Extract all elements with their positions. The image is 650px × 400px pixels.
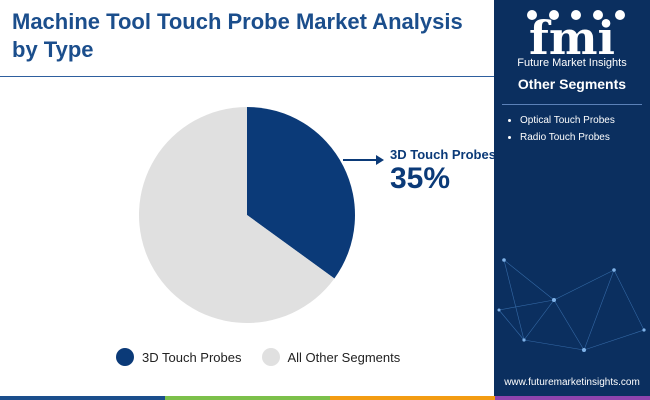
footer-bar-4 xyxy=(495,396,650,400)
network-graphic xyxy=(497,258,646,352)
segments-divider xyxy=(502,104,642,105)
chart-legend: 3D Touch Probes All Other Segments xyxy=(116,348,420,366)
footer-bar-2 xyxy=(165,396,330,400)
other-segments-list: Optical Touch Probes Radio Touch Probes xyxy=(504,112,615,146)
legend-swatch xyxy=(261,348,280,366)
segment-item: Optical Touch Probes xyxy=(520,112,615,129)
other-segments-title: Other Segments xyxy=(517,76,627,92)
footer-bar-1 xyxy=(0,396,165,400)
chart-title: Machine Tool Touch Probe Market Analysis… xyxy=(12,9,463,62)
logo-letters: fmi xyxy=(529,11,615,65)
legend-swatch xyxy=(116,348,134,366)
segment-item: Radio Touch Probes xyxy=(520,129,615,146)
fmi-logo-icon: fmi xyxy=(527,10,625,65)
legend-item-3d-touch-probes: 3D Touch Probes xyxy=(116,348,242,366)
pie-chart xyxy=(138,107,384,324)
title-divider xyxy=(0,76,494,77)
callout-arrow xyxy=(343,155,384,165)
website-link[interactable]: www.futuremarketinsights.com xyxy=(504,377,640,388)
legend-item-all-other-segments: All Other Segments xyxy=(261,348,401,366)
sidebar-panel: fmi Future Market Insights Other Segment… xyxy=(494,0,650,400)
pie-slice-all-other-segments xyxy=(138,107,335,324)
brand-name: Future Market Insights xyxy=(517,57,627,69)
callout-label: 3D Touch Probes xyxy=(390,147,496,162)
legend-label: 3D Touch Probes xyxy=(142,349,242,365)
legend-label: All Other Segments xyxy=(287,349,401,365)
footer-bar-3 xyxy=(330,396,495,400)
pie-slice-3d-touch-probes xyxy=(247,107,355,279)
callout-value: 35% xyxy=(390,162,451,195)
